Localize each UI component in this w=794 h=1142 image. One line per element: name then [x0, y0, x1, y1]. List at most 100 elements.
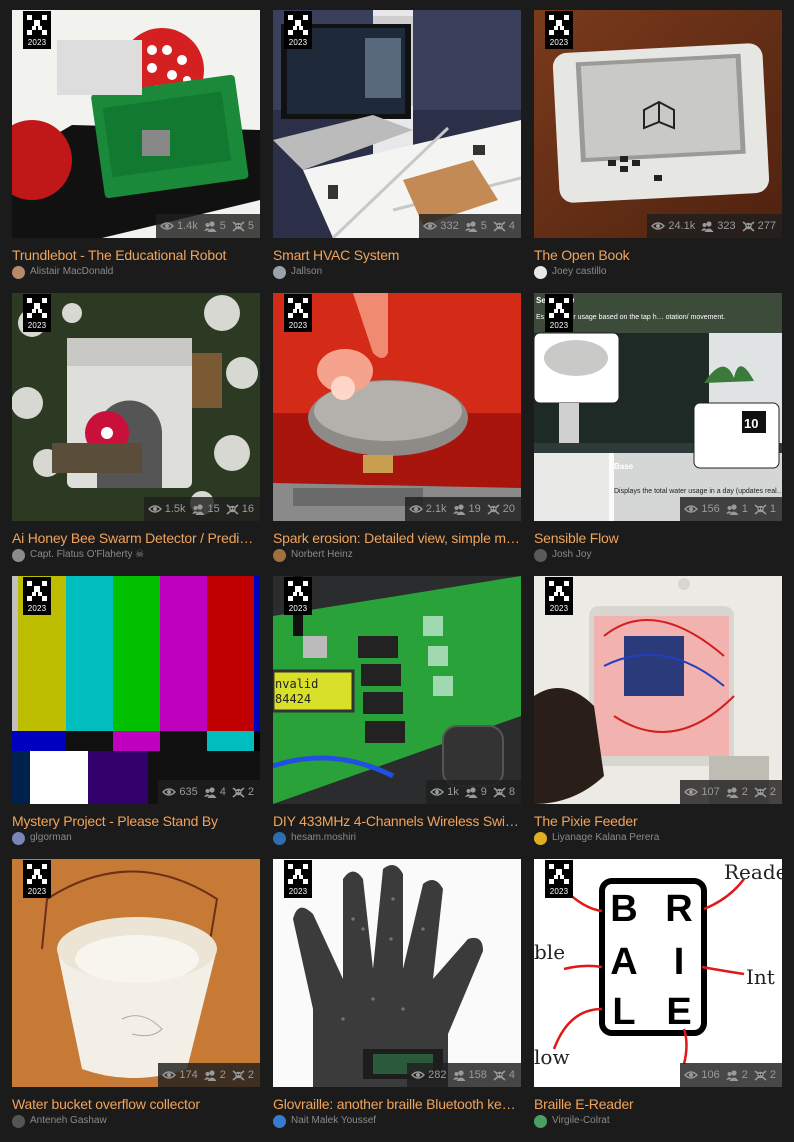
project-thumbnail[interactable]: 2023 1.5k 15 16	[12, 293, 260, 521]
project-author-link[interactable]: hesam.moshiri	[273, 831, 521, 845]
badge-year: 2023	[549, 38, 569, 47]
project-title-link[interactable]: Spark erosion: Detailed view, simple m…	[273, 530, 520, 546]
skull-icon	[487, 503, 500, 515]
skulls-count: 5	[247, 220, 254, 232]
project-card[interactable]: 2023 1.4k 5 5 Trundlebot - The Education…	[12, 10, 260, 293]
contest-2023-badge-icon: 2023	[545, 860, 573, 898]
contest-2023-badge-icon: 2023	[284, 860, 312, 898]
author-avatar	[534, 831, 547, 845]
project-author-link[interactable]: Norbert Heinz	[273, 548, 521, 562]
project-thumbnail[interactable]: 2023 282 158 4	[273, 859, 521, 1087]
project-stats: 107 2 2	[680, 780, 782, 804]
project-stats: 106 2 2	[680, 1063, 782, 1087]
project-card[interactable]: Se… FlowEs… s water usage based on the t…	[534, 293, 782, 576]
project-thumbnail-image	[273, 10, 521, 238]
skulls-count: 2	[247, 786, 254, 798]
project-author-link[interactable]: Anteneh Gashaw	[12, 1114, 260, 1128]
project-author-link[interactable]: Joey castillo	[534, 265, 782, 279]
project-stats: 282 158 4	[407, 1063, 521, 1087]
lcd-line-1: nvalid	[275, 677, 318, 691]
skull-icon	[754, 1069, 767, 1081]
followers-icon	[452, 503, 465, 515]
project-thumbnail[interactable]: 2023 2.1k 19 20	[273, 293, 521, 521]
project-thumbnail-image	[12, 859, 260, 1087]
author-name: Alistair MacDonald	[30, 266, 114, 277]
skull-icon	[232, 1069, 245, 1081]
project-thumbnail[interactable]: nvalid 84424 2023 1k	[273, 576, 521, 804]
followers-icon	[452, 1069, 466, 1081]
project-title-link[interactable]: Mystery Project - Please Stand By	[12, 813, 218, 829]
project-card[interactable]: 2023 635 4 2 Mystery Project - Please St…	[12, 576, 260, 859]
project-thumbnail[interactable]: 2023 1.4k 5 5	[12, 10, 260, 238]
project-title-link[interactable]: Sensible Flow	[534, 530, 619, 546]
project-thumbnail-image	[12, 576, 260, 804]
skulls-count: 8	[508, 786, 515, 798]
project-author-link[interactable]: Jallson	[273, 265, 521, 279]
project-author-link[interactable]: Virgile-Colrat	[534, 1114, 782, 1128]
project-title-link[interactable]: The Open Book	[534, 247, 630, 263]
project-thumbnail[interactable]: 2023 635 4 2	[12, 576, 260, 804]
project-author-link[interactable]: Nait Malek Youssef	[273, 1114, 521, 1128]
views-count: 24.1k	[668, 220, 696, 232]
braille-letter: R	[665, 888, 692, 930]
project-author-link[interactable]: Alistair MacDonald	[12, 265, 260, 279]
project-title-link[interactable]: Braille E-Reader	[534, 1096, 634, 1112]
followers-icon	[725, 786, 739, 798]
project-title-link[interactable]: Smart HVAC System	[273, 247, 400, 263]
project-title-link[interactable]: Trundlebot - The Educational Robot	[12, 247, 227, 263]
project-stats: 635 4 2	[158, 780, 260, 804]
project-thumbnail[interactable]: 2023 107 2 2	[534, 576, 782, 804]
braille-letter: B	[610, 888, 637, 930]
followers-count: 2	[741, 1069, 748, 1081]
skulls-count: 2	[769, 1069, 776, 1081]
eye-icon	[147, 505, 162, 513]
followers-icon	[203, 220, 217, 232]
author-name: hesam.moshiri	[291, 832, 357, 843]
project-thumbnail-image	[534, 576, 782, 804]
views-count: 2.1k	[425, 503, 447, 515]
author-name: Capt. Flatus O'Flaherty ☠	[30, 549, 145, 560]
author-avatar	[12, 265, 25, 279]
project-card[interactable]: 2023 282 158 4 Glovraille: another brail…	[273, 859, 521, 1142]
author-name: Josh Joy	[552, 549, 592, 560]
project-author-link[interactable]: glgorman	[12, 831, 260, 845]
badge-year: 2023	[288, 887, 308, 896]
project-title-link[interactable]: Water bucket overflow collector	[12, 1096, 200, 1112]
views-count: 1k	[447, 786, 459, 798]
project-thumbnail[interactable]: 2023 174 2 2	[12, 859, 260, 1087]
project-author-link[interactable]: Josh Joy	[534, 548, 782, 562]
project-card[interactable]: 2023 174 2 2 Water bucket overflow colle…	[12, 859, 260, 1142]
eye-icon	[651, 222, 666, 230]
project-card[interactable]: 2023 1.5k 15 16 Ai Honey Bee Swarm Detec…	[12, 293, 260, 576]
project-card[interactable]: nvalid 84424 2023 1k	[273, 576, 521, 859]
project-title-link[interactable]: The Pixie Feeder	[534, 813, 638, 829]
contest-2023-badge-icon: 2023	[23, 11, 51, 49]
project-thumbnail[interactable]: 2023 24.1k 323 277	[534, 10, 782, 238]
project-thumbnail[interactable]: 2023 332 5 4	[273, 10, 521, 238]
skulls-count: 4	[508, 220, 515, 232]
braille-letter: E	[666, 991, 691, 1033]
eye-icon	[423, 222, 438, 230]
project-title-link[interactable]: Ai Honey Bee Swarm Detector / Predict…	[12, 530, 260, 546]
project-card[interactable]: 2023 2.1k 19 20 Spark erosion: Detailed …	[273, 293, 521, 576]
project-card[interactable]: 2023 107 2 2 The Pixie Feeder Liyan	[534, 576, 782, 859]
author-avatar	[534, 1114, 547, 1128]
author-name: Virgile-Colrat	[552, 1115, 610, 1126]
project-thumbnail[interactable]: Se… FlowEs… s water usage based on the t…	[534, 293, 782, 521]
project-title-link[interactable]: Glovraille: another braille Bluetooth ke…	[273, 1096, 521, 1112]
contest-2023-badge-icon: 2023	[284, 11, 312, 49]
sensible-flow-base-title: Base	[614, 462, 634, 471]
project-thumbnail-image: B RA IL E Reade ble Int low	[534, 859, 782, 1087]
project-thumbnail[interactable]: B R A I L E Reade ble Int low 2023 106	[534, 859, 782, 1087]
skulls-count: 277	[757, 220, 776, 232]
skull-icon	[493, 1069, 506, 1081]
project-card[interactable]: 2023 24.1k 323 277 The Open Book Jo	[534, 10, 782, 293]
project-card[interactable]: 2023 332 5 4 Smart HVAC System Jall	[273, 10, 521, 293]
project-author-link[interactable]: Capt. Flatus O'Flaherty ☠	[12, 548, 260, 562]
project-title-link[interactable]: DIY 433MHz 4-Channels Wireless Swit…	[273, 813, 521, 829]
eye-icon	[159, 222, 174, 230]
project-card[interactable]: B R A I L E Reade ble Int low 2023 106	[534, 859, 782, 1142]
project-author-link[interactable]: Liyanage Kalana Perera	[534, 831, 782, 845]
views-count: 174	[179, 1069, 198, 1081]
project-thumbnail-image	[273, 859, 521, 1087]
